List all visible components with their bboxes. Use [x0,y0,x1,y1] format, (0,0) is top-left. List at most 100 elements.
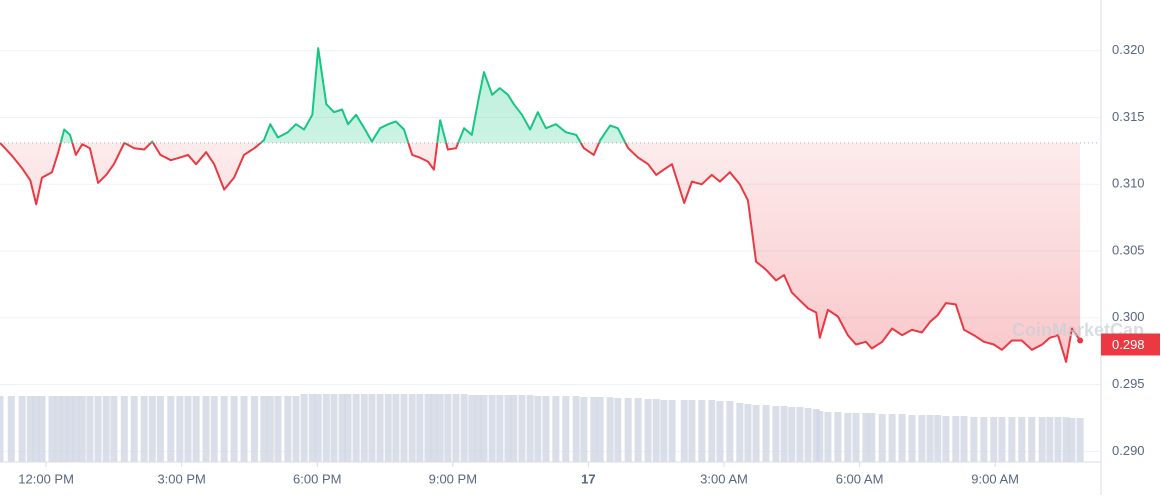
volume-bar [192,396,200,462]
volume-bar [7,396,15,462]
volume-bar [430,394,438,462]
volume-bar [384,394,392,462]
volume-bar [716,401,724,462]
x-tick-label: 6:00 PM [293,471,341,486]
volume-bar [176,396,184,462]
volume-bar [614,398,622,462]
volume-bar [240,396,248,462]
volume-bar [26,396,34,462]
volume-bar [110,396,118,462]
volume-bar [762,405,770,462]
volume-bar [344,394,352,462]
volume-bar [210,396,218,462]
y-tick-label: 0.290 [1112,443,1145,458]
volume-bar [942,416,950,462]
volume-bar [526,395,534,462]
volume-bar [888,414,896,462]
volume-bar [660,400,668,462]
volume-bar [220,396,228,462]
volume-bar [744,404,752,462]
volume-bar [812,409,820,462]
volume-bar [1018,417,1026,462]
price-tag-label: 0.298 [1112,337,1145,352]
volume-bar [60,396,68,462]
volume-bar [1076,418,1084,462]
volume-bar [562,396,570,462]
volume-bar [606,397,614,462]
volume-bar [400,394,408,462]
volume-bar [844,413,852,462]
volume-bar [86,396,94,462]
volume-bar [460,394,468,462]
volume-bar [266,396,274,462]
volume-bar [752,405,760,462]
volume-bar [868,413,876,462]
volume-bar [1068,418,1076,462]
volume-bar [926,415,934,462]
volume-bar [970,417,978,462]
last-point [1077,337,1084,344]
volume-bar [1054,417,1062,462]
x-tick-label: 9:00 AM [971,471,1019,486]
volume-bar [816,411,824,462]
volume-bar [804,408,812,462]
volume-bar [960,416,968,462]
volume-bar [698,400,706,462]
volume-bar [878,414,886,462]
y-tick-label: 0.315 [1112,109,1145,124]
volume-bar [1028,417,1036,462]
price-tag [1101,333,1160,356]
volume-bar [66,396,74,462]
area-up [60,48,626,143]
volume-bar [18,396,26,462]
volume-bar [352,394,360,462]
volume-bar [998,417,1006,462]
x-tick-label: 17 [581,471,595,486]
volume-bar [708,400,716,462]
volume-bar [736,403,744,462]
volume-bar [260,396,268,462]
y-tick-label: 0.295 [1112,376,1145,391]
volume-bar [468,395,476,462]
volume-bar [834,412,842,462]
volume-bar [322,394,330,462]
x-tick-label: 3:00 PM [157,471,205,486]
volume-bar [368,394,376,462]
area-down [0,142,1081,362]
volume-bar [202,396,210,462]
volume-bar [78,396,86,462]
volume-bar [908,415,916,462]
volume-bar [668,400,676,462]
volume-bar [542,396,550,462]
x-tick-label: 9:00 PM [429,471,477,486]
volume-bar [274,396,282,462]
volume-bar [590,397,598,462]
volume-bar [726,401,734,462]
volume-bar [284,396,292,462]
x-tick-label: 12:00 PM [18,471,74,486]
volume-bar [376,394,384,462]
volume-bar [308,394,316,462]
volume-bar [624,398,632,462]
volume-bar [772,406,780,462]
volume-bar [980,417,988,462]
volume-bar [518,395,526,462]
volume-bar [552,396,560,462]
volume-bar [474,395,482,462]
volume-bar [796,407,804,462]
volume-bar [852,413,860,462]
volume-bar [680,400,688,462]
volume-bar [534,396,542,462]
volume-bar [688,400,696,462]
volume-bar [230,396,238,462]
volume-bar [102,396,110,462]
x-tick-label: 3:00 AM [700,471,748,486]
volume-bar [54,396,62,462]
volume-bar [496,395,504,462]
volume-bar [250,396,258,462]
volume-bar [1038,417,1046,462]
volume-bar [148,396,156,462]
volume-bar [48,396,56,462]
volume-bar [0,396,4,462]
